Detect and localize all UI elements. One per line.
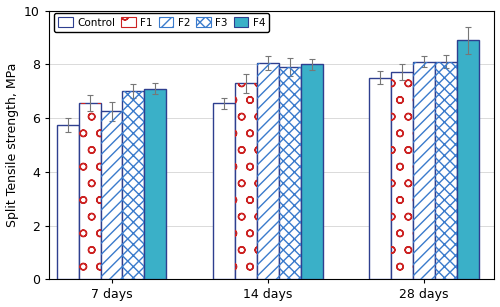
Y-axis label: Split Tensile strength, MPa: Split Tensile strength, MPa xyxy=(6,63,18,227)
Bar xyxy=(78,103,100,279)
Bar xyxy=(435,62,457,279)
Bar xyxy=(122,91,144,279)
Bar xyxy=(235,83,257,279)
Bar xyxy=(78,103,100,279)
Bar xyxy=(392,72,413,279)
Legend: Control, F1, F2, F3, F4: Control, F1, F2, F3, F4 xyxy=(54,13,270,32)
Bar xyxy=(413,62,435,279)
Bar xyxy=(392,72,413,279)
Bar xyxy=(235,83,257,279)
Bar xyxy=(370,78,392,279)
Bar xyxy=(413,62,435,279)
Bar xyxy=(300,64,322,279)
Bar xyxy=(435,62,457,279)
Bar xyxy=(144,88,166,279)
Bar xyxy=(257,63,279,279)
Bar xyxy=(213,103,235,279)
Bar xyxy=(122,91,144,279)
Bar xyxy=(279,67,300,279)
Bar xyxy=(279,67,300,279)
Bar xyxy=(457,40,479,279)
Bar xyxy=(57,125,78,279)
Bar xyxy=(100,111,122,279)
Bar xyxy=(257,63,279,279)
Bar xyxy=(100,111,122,279)
